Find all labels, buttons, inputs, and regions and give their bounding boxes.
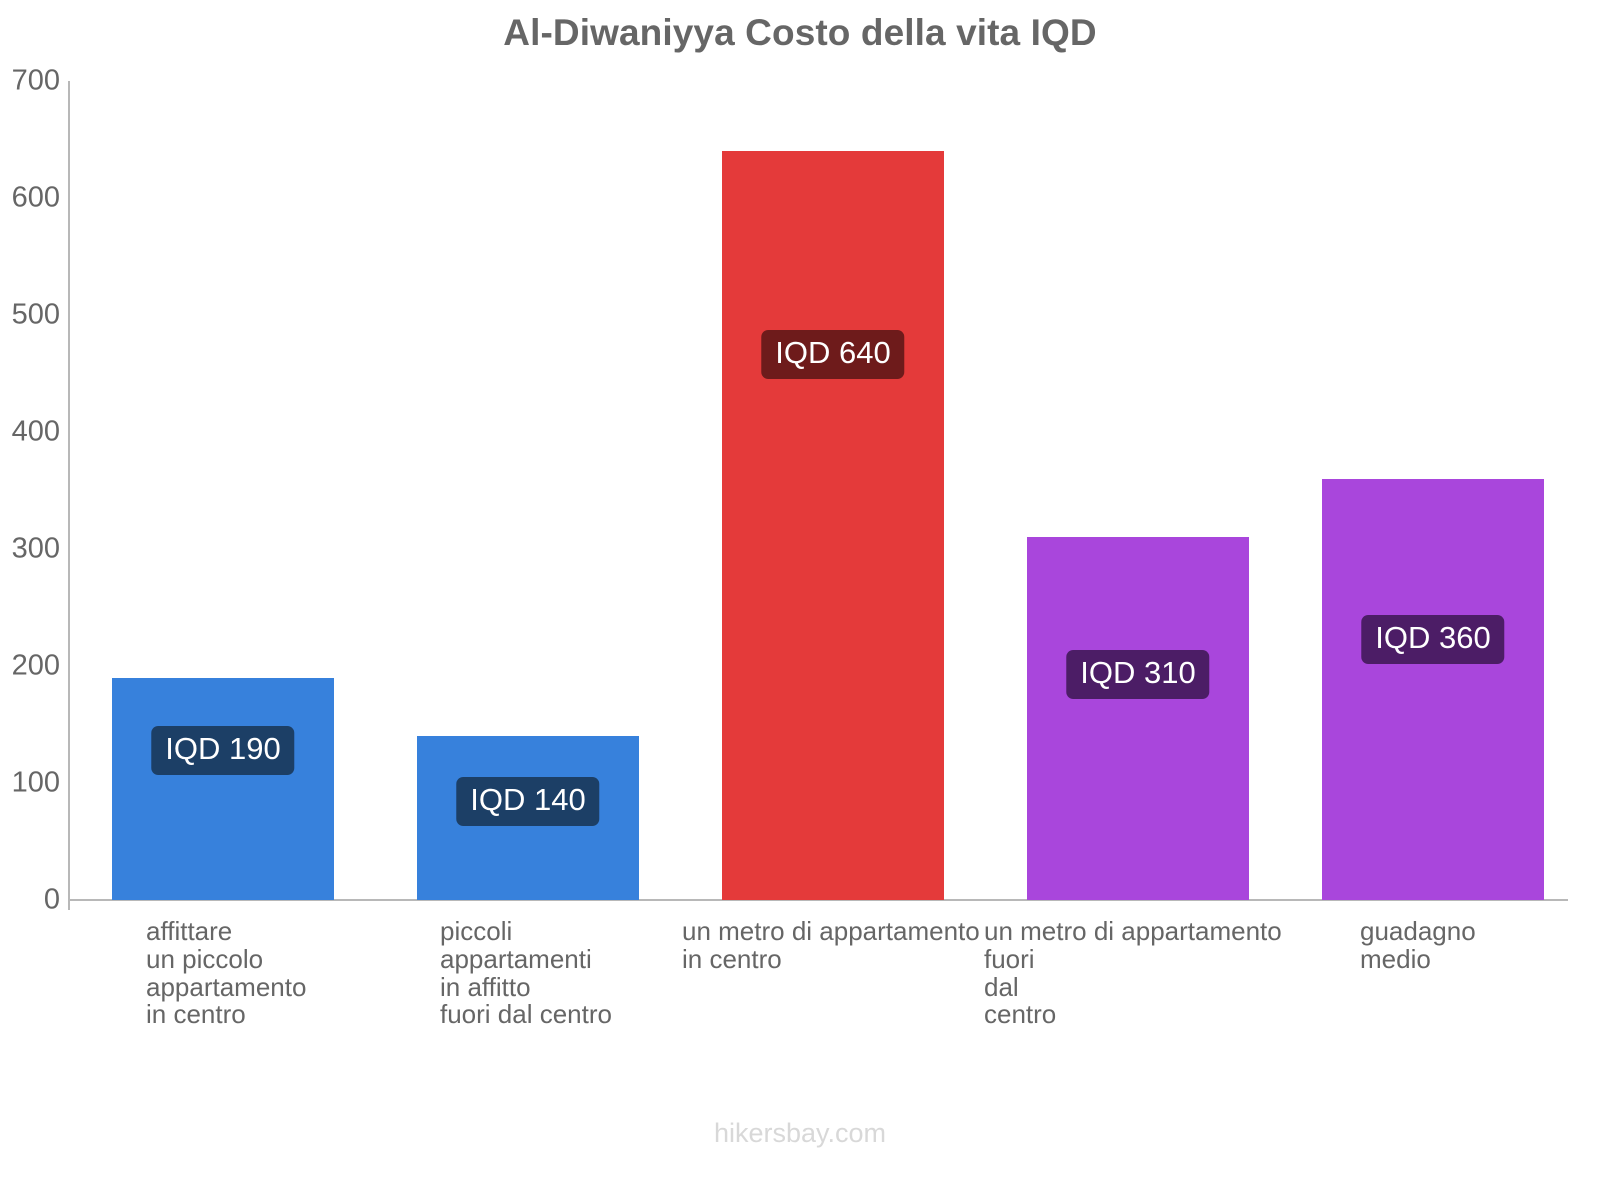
bar-affittare-un-piccolo-appartamento-in-centro[interactable]: IQD 190 <box>112 678 334 900</box>
y-axis-line <box>68 81 70 910</box>
chart-title: Al-Diwaniyya Costo della vita IQD <box>503 12 1097 53</box>
category-line: in affitto <box>440 971 531 1002</box>
category-line: un metro di appartamento <box>984 916 1282 946</box>
category-line: affittare <box>146 916 233 946</box>
y-tick-500: 500 <box>11 298 60 331</box>
footer-watermark: hikersbay.com <box>713 1118 887 1148</box>
y-tick-300: 300 <box>11 532 60 565</box>
category-line: piccoli <box>440 916 513 946</box>
bar-value-label: IQD 360 <box>1361 615 1505 664</box>
category-label-4: guadagno medio <box>1360 916 1476 974</box>
category-line: appartamento <box>146 971 307 1002</box>
y-tick-0: 0 <box>43 883 60 916</box>
category-line: in centro <box>146 999 246 1030</box>
category-label-2: un metro di appartamento in centro <box>682 916 980 974</box>
category-line: un piccolo <box>146 943 264 974</box>
category-line: dal <box>984 971 1019 1002</box>
bar-value-label: IQD 640 <box>761 330 905 379</box>
category-line: un metro di appartamento <box>682 916 980 946</box>
category-line: centro <box>984 999 1057 1030</box>
bar-guadagno-medio[interactable]: IQD 360 <box>1322 479 1544 900</box>
bar-un-metro-di-appartamento-in-centro[interactable]: IQD 640 <box>722 151 944 900</box>
bar-value-label: IQD 140 <box>456 777 600 826</box>
category-line: guadagno <box>1360 916 1476 946</box>
y-tick-700: 700 <box>11 64 60 97</box>
category-line: in centro <box>682 943 782 974</box>
bar-piccoli-appartamenti-in-affitto-fuori-dal-centro[interactable]: IQD 140 <box>417 736 639 900</box>
category-label-3: un metro di appartamento fuori dal centr… <box>984 916 1282 1030</box>
plot-area: IQD 190 IQD 140 IQD 640 IQD 310 IQD 360 <box>68 81 1568 900</box>
category-label-0: affittare un piccolo appartamento in cen… <box>146 916 307 1030</box>
category-line: appartamenti <box>440 943 592 974</box>
y-tick-400: 400 <box>11 415 60 448</box>
y-tick-600: 600 <box>11 181 60 214</box>
bar-un-metro-di-appartamento-fuori-dal-centro[interactable]: IQD 310 <box>1027 537 1249 900</box>
x-axis-line <box>68 899 1568 901</box>
category-line: fuori <box>984 943 1035 974</box>
bar-value-label: IQD 190 <box>151 726 295 775</box>
category-line: medio <box>1360 943 1431 974</box>
y-tick-200: 200 <box>11 649 60 682</box>
category-label-1: piccoli appartamenti in affitto fuori da… <box>440 916 612 1030</box>
y-tick-100: 100 <box>11 766 60 799</box>
category-line: fuori dal centro <box>440 999 612 1030</box>
bar-value-label: IQD 310 <box>1066 650 1210 699</box>
